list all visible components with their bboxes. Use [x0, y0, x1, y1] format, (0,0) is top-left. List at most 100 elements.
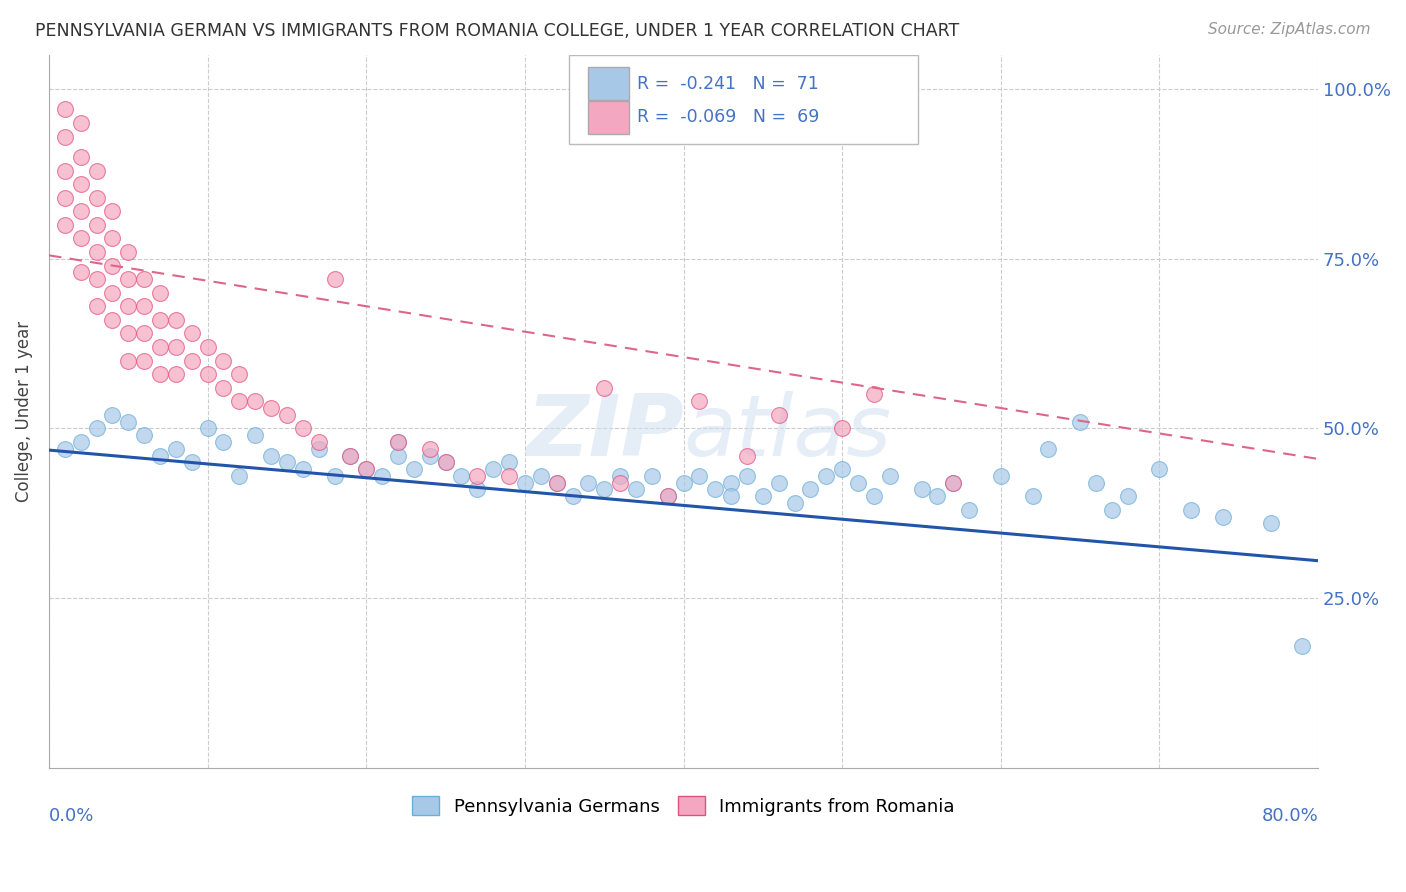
Point	[180, 455, 202, 469]
Point	[180, 353, 202, 368]
Point	[69, 116, 91, 130]
Point	[735, 449, 758, 463]
Point	[419, 449, 441, 463]
Point	[546, 475, 568, 490]
Point	[482, 462, 505, 476]
Point	[134, 299, 156, 313]
Point	[576, 475, 599, 490]
Point	[356, 462, 378, 476]
Point	[197, 340, 219, 354]
Point	[419, 442, 441, 456]
Point	[831, 462, 853, 476]
Point	[641, 469, 664, 483]
Point	[1116, 489, 1139, 503]
Point	[735, 469, 758, 483]
Point	[69, 434, 91, 449]
Point	[593, 483, 616, 497]
Point	[434, 455, 457, 469]
Point	[1180, 503, 1202, 517]
Point	[149, 285, 172, 300]
Point	[879, 469, 901, 483]
Point	[291, 462, 314, 476]
Point	[387, 434, 409, 449]
Point	[356, 462, 378, 476]
Text: ZIP: ZIP	[526, 392, 683, 475]
Point	[450, 469, 472, 483]
Point	[1021, 489, 1043, 503]
Point	[165, 367, 187, 381]
Point	[799, 483, 821, 497]
Point	[1291, 639, 1313, 653]
Point	[657, 489, 679, 503]
Point	[402, 462, 425, 476]
Point	[117, 415, 139, 429]
Text: PENNSYLVANIA GERMAN VS IMMIGRANTS FROM ROMANIA COLLEGE, UNDER 1 YEAR CORRELATION: PENNSYLVANIA GERMAN VS IMMIGRANTS FROM R…	[35, 22, 959, 40]
Point	[339, 449, 361, 463]
Point	[180, 326, 202, 341]
Point	[291, 421, 314, 435]
Point	[308, 442, 330, 456]
Point	[609, 475, 631, 490]
Point	[276, 455, 298, 469]
Point	[165, 442, 187, 456]
Point	[165, 340, 187, 354]
Point	[197, 367, 219, 381]
Point	[149, 340, 172, 354]
Text: 80.0%: 80.0%	[1261, 807, 1319, 825]
Text: R =  -0.241   N =  71: R = -0.241 N = 71	[637, 75, 818, 93]
Point	[53, 163, 76, 178]
Point	[53, 191, 76, 205]
Point	[1101, 503, 1123, 517]
Point	[53, 218, 76, 232]
Point	[530, 469, 553, 483]
Point	[117, 299, 139, 313]
Point	[688, 469, 710, 483]
Point	[720, 475, 742, 490]
Point	[149, 313, 172, 327]
Point	[387, 434, 409, 449]
Point	[101, 408, 124, 422]
Point	[831, 421, 853, 435]
Point	[672, 475, 695, 490]
Point	[53, 103, 76, 117]
Point	[212, 353, 235, 368]
FancyBboxPatch shape	[588, 67, 628, 100]
Point	[86, 191, 108, 205]
Point	[69, 204, 91, 219]
Point	[783, 496, 806, 510]
Point	[117, 326, 139, 341]
Point	[69, 150, 91, 164]
Point	[86, 218, 108, 232]
Point	[69, 177, 91, 191]
Point	[134, 272, 156, 286]
Point	[308, 434, 330, 449]
Point	[260, 449, 283, 463]
Point	[323, 272, 346, 286]
Point	[815, 469, 838, 483]
Legend: Pennsylvania Germans, Immigrants from Romania: Pennsylvania Germans, Immigrants from Ro…	[405, 789, 962, 822]
Point	[245, 394, 267, 409]
Point	[117, 244, 139, 259]
Point	[768, 408, 790, 422]
Point	[197, 421, 219, 435]
Point	[134, 353, 156, 368]
Point	[69, 265, 91, 279]
Point	[1212, 509, 1234, 524]
Point	[228, 394, 250, 409]
Point	[561, 489, 583, 503]
Point	[863, 387, 886, 401]
Point	[657, 489, 679, 503]
Point	[863, 489, 886, 503]
Point	[245, 428, 267, 442]
Point	[1149, 462, 1171, 476]
Point	[1038, 442, 1060, 456]
Point	[101, 313, 124, 327]
Point	[546, 475, 568, 490]
Point	[149, 449, 172, 463]
Point	[53, 129, 76, 144]
Text: R =  -0.069   N =  69: R = -0.069 N = 69	[637, 108, 818, 126]
Point	[910, 483, 932, 497]
Point	[752, 489, 775, 503]
Point	[942, 475, 965, 490]
Point	[609, 469, 631, 483]
